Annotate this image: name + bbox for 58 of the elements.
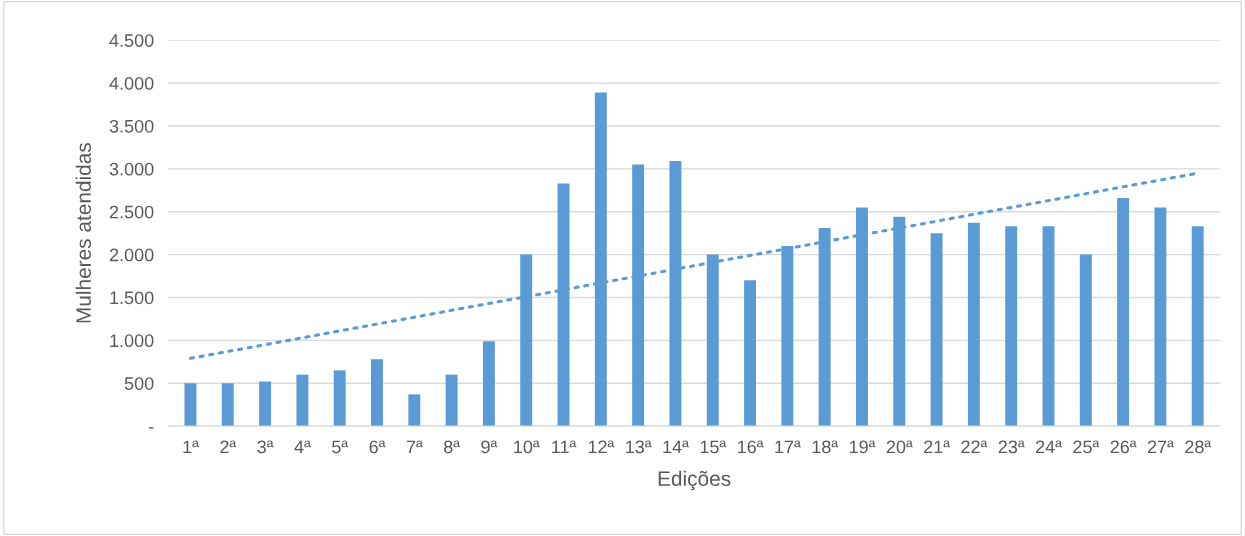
x-tick-label: 4ª (294, 440, 311, 454)
bar (184, 383, 197, 427)
x-tick-label: 7ª (406, 440, 423, 454)
bar (221, 383, 234, 427)
x-tick-label: 9ª (481, 440, 498, 454)
x-tick-label: 2ª (220, 440, 237, 454)
y-tick-label: - (148, 427, 154, 429)
bar (967, 222, 980, 427)
bar (1154, 207, 1167, 427)
y-axis-title: Mulheres atendidas (75, 142, 91, 323)
y-tick-label: 3.500 (109, 119, 154, 133)
bar (930, 233, 943, 427)
bar (259, 381, 272, 427)
bar (1042, 226, 1055, 427)
x-tick-label: 17ª (775, 440, 801, 454)
x-tick-label: 6ª (369, 440, 386, 454)
x-tick-label: 21ª (924, 440, 951, 454)
bar (1005, 226, 1018, 427)
y-tick-label: 2.000 (109, 248, 154, 262)
bar (445, 374, 458, 427)
bar (1117, 198, 1130, 427)
x-tick-label: 23ª (998, 440, 1025, 454)
y-tick-label: 4.000 (109, 77, 154, 90)
x-tick-label: 15ª (700, 440, 727, 454)
x-tick-label: 14ª (663, 440, 689, 454)
y-tick-label: 1.000 (110, 334, 154, 348)
x-tick-label: 20ª (886, 440, 913, 454)
bar (482, 341, 495, 427)
x-tick-label: 19ª (849, 440, 876, 454)
x-tick-label: 22ª (961, 440, 988, 454)
bar (1079, 254, 1092, 427)
x-tick-label: 11ª (552, 440, 577, 454)
x-tick-label: 28ª (1185, 440, 1212, 454)
y-tick-label: 2.500 (109, 205, 154, 219)
bar (296, 374, 309, 427)
x-tick-label: 16ª (738, 440, 764, 454)
x-tick-label: 5ª (332, 440, 349, 454)
x-tick-label: 18ª (812, 440, 839, 454)
x-axis-title: Edições (658, 470, 731, 491)
bar (371, 359, 383, 427)
y-tick-label: 500 (124, 377, 154, 390)
x-tick-label: 12ª (588, 440, 615, 454)
x-tick-label: 25ª (1073, 440, 1100, 454)
x-tick-label: 3ª (257, 440, 274, 454)
y-tick-label: 4.500 (109, 34, 154, 47)
bar (1191, 226, 1204, 427)
x-tick-label: 26ª (1110, 440, 1137, 454)
x-tick-label: 10ª (514, 440, 540, 454)
x-tick-label: 13ª (626, 440, 652, 454)
bar (408, 394, 421, 427)
x-tick-label: 8ª (444, 440, 461, 454)
y-tick-label: 3.000 (109, 162, 154, 176)
x-tick-label: 24ª (1036, 440, 1062, 454)
x-tick-label: 1ª (183, 440, 199, 454)
y-tick-label: 1.500 (110, 291, 154, 305)
x-tick-label: 27ª (1147, 440, 1174, 454)
bar (744, 280, 757, 427)
bar (333, 370, 346, 427)
